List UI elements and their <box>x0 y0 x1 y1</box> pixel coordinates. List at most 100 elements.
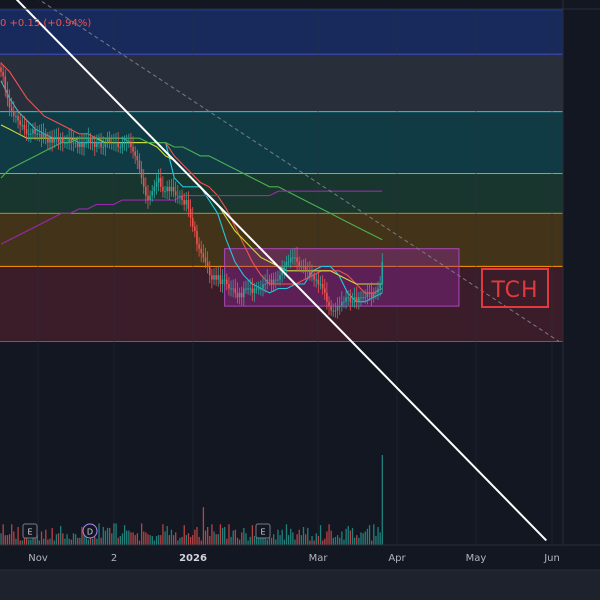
candle[interactable] <box>47 131 49 150</box>
candle[interactable] <box>343 296 345 308</box>
candle[interactable] <box>257 281 260 295</box>
candle[interactable] <box>136 149 139 170</box>
candle[interactable] <box>326 282 328 310</box>
downtrend-line[interactable] <box>1 0 547 542</box>
candle[interactable] <box>42 123 45 144</box>
candle[interactable] <box>145 177 147 204</box>
candle[interactable] <box>211 269 213 289</box>
candle[interactable] <box>283 261 286 279</box>
candle[interactable] <box>23 116 26 136</box>
candle[interactable] <box>66 134 68 149</box>
candle[interactable] <box>27 123 30 142</box>
candle[interactable] <box>53 129 56 148</box>
candle[interactable] <box>247 279 249 295</box>
candle[interactable] <box>302 259 305 274</box>
candle[interactable] <box>44 128 47 145</box>
candle[interactable] <box>215 267 217 286</box>
candle[interactable] <box>117 131 119 153</box>
candle-layer[interactable] <box>0 62 384 319</box>
zone-5[interactable] <box>0 213 563 267</box>
candle[interactable] <box>217 266 220 287</box>
candle[interactable] <box>191 207 194 232</box>
candle[interactable] <box>323 278 326 300</box>
candle[interactable] <box>8 89 11 117</box>
candle[interactable] <box>89 132 92 150</box>
candle[interactable] <box>185 192 188 212</box>
candle[interactable] <box>61 131 64 152</box>
candle[interactable] <box>221 269 224 293</box>
candle[interactable] <box>102 136 105 155</box>
candle[interactable] <box>132 136 134 159</box>
candle[interactable] <box>206 251 209 274</box>
candle[interactable] <box>368 283 371 301</box>
ma-mid-line[interactable] <box>0 62 383 294</box>
candle[interactable] <box>55 128 58 145</box>
candle[interactable] <box>155 174 158 195</box>
candle[interactable] <box>300 260 303 273</box>
candle[interactable] <box>38 124 41 142</box>
candle[interactable] <box>194 221 196 238</box>
candle[interactable] <box>147 185 149 209</box>
candle[interactable] <box>119 141 122 154</box>
candle[interactable] <box>91 136 94 151</box>
candle[interactable] <box>338 296 341 315</box>
candle[interactable] <box>208 261 211 284</box>
candle[interactable] <box>142 169 145 194</box>
candle[interactable] <box>272 272 275 292</box>
earnings-marker[interactable]: E <box>22 523 38 539</box>
candle[interactable] <box>243 281 245 307</box>
candle[interactable] <box>315 273 318 288</box>
zone-6[interactable] <box>0 266 563 342</box>
candle[interactable] <box>296 246 298 271</box>
candle[interactable] <box>106 131 109 148</box>
candle[interactable] <box>128 133 130 148</box>
candle[interactable] <box>57 127 60 150</box>
candle[interactable] <box>64 135 66 148</box>
candle[interactable] <box>181 189 183 206</box>
time-axis[interactable] <box>0 545 600 570</box>
candle[interactable] <box>249 278 252 296</box>
price-scale[interactable] <box>563 0 600 545</box>
candle[interactable] <box>21 116 24 131</box>
candle[interactable] <box>234 278 237 299</box>
candle[interactable] <box>332 303 335 317</box>
candle[interactable] <box>200 240 203 262</box>
candle[interactable] <box>202 244 205 263</box>
candle[interactable] <box>377 281 379 300</box>
candle[interactable] <box>17 109 19 129</box>
candle[interactable] <box>138 153 141 175</box>
candle[interactable] <box>309 261 311 281</box>
candle[interactable] <box>172 177 175 198</box>
candle[interactable] <box>79 135 81 155</box>
candle[interactable] <box>12 101 15 123</box>
candle[interactable] <box>6 81 9 107</box>
candle[interactable] <box>83 133 85 156</box>
candle[interactable] <box>168 179 171 201</box>
candle[interactable] <box>110 134 113 150</box>
candle[interactable] <box>115 132 117 152</box>
candle[interactable] <box>4 69 7 97</box>
candle[interactable] <box>183 192 185 211</box>
candle[interactable] <box>153 179 156 199</box>
candle[interactable] <box>358 291 360 310</box>
candle[interactable] <box>321 275 324 295</box>
candle[interactable] <box>381 253 384 293</box>
candle[interactable] <box>341 291 343 312</box>
candle[interactable] <box>32 123 34 140</box>
candle[interactable] <box>330 299 332 316</box>
candle[interactable] <box>49 131 51 151</box>
candle[interactable] <box>51 130 53 152</box>
candle[interactable] <box>245 280 247 294</box>
candle[interactable] <box>198 237 200 257</box>
candle[interactable] <box>164 185 166 199</box>
candle[interactable] <box>187 191 190 217</box>
candle[interactable] <box>70 128 73 151</box>
candle[interactable] <box>355 286 358 309</box>
candle[interactable] <box>364 289 367 304</box>
candle[interactable] <box>40 124 43 148</box>
zone-2[interactable] <box>0 54 563 112</box>
candle[interactable] <box>179 190 181 205</box>
candle[interactable] <box>270 273 273 292</box>
candle[interactable] <box>268 274 271 286</box>
